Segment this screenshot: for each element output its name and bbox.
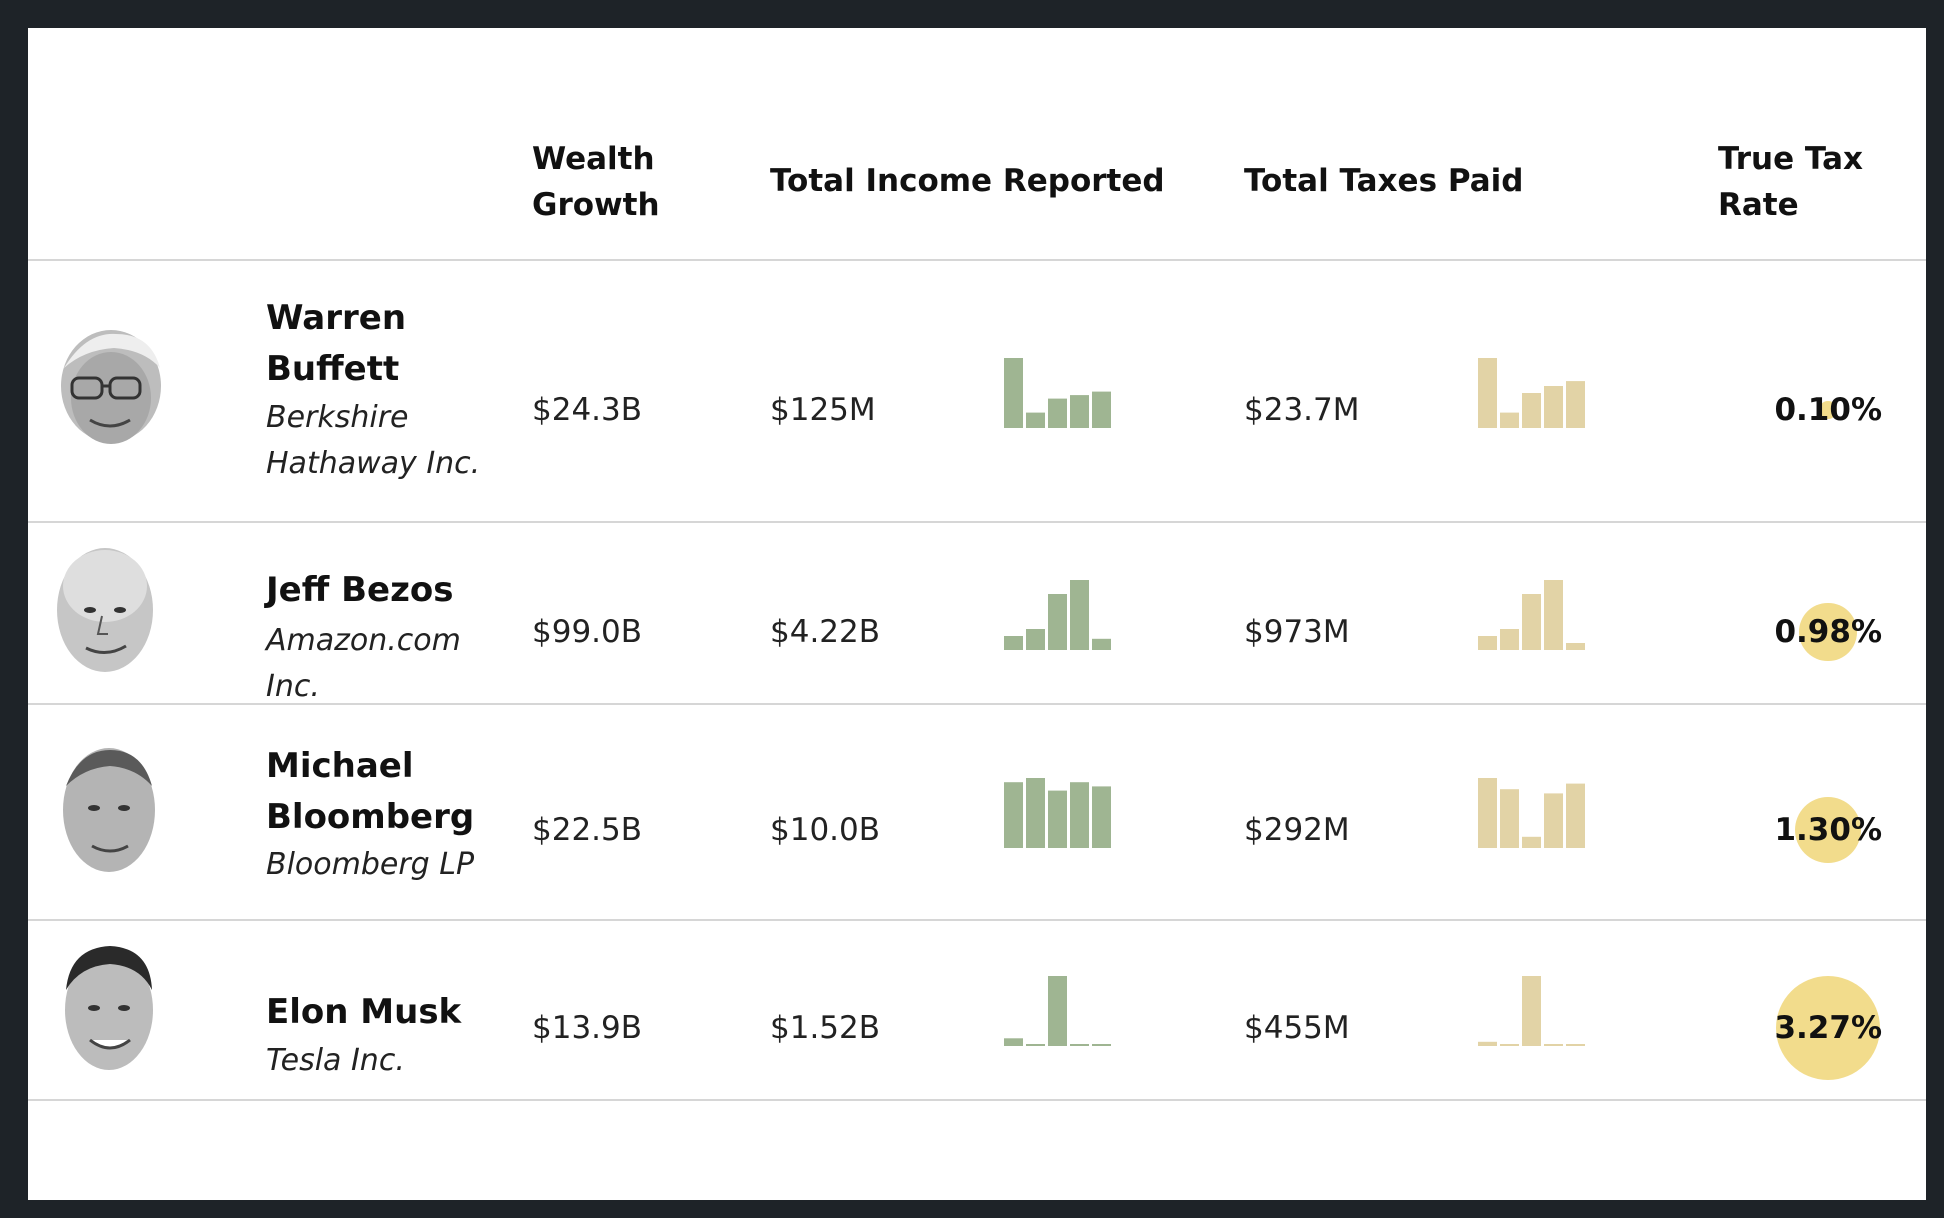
income-bar-5 [1092, 391, 1111, 428]
tax-bar-2 [1500, 412, 1519, 428]
total-taxes-value: $23.7M [1244, 392, 1360, 428]
company-tesla: Tesla Inc. [266, 1043, 405, 1078]
company-berkshire-hathaway: Berkshire Hathaway Inc. [266, 400, 481, 481]
taxes-sparkline [1478, 778, 1585, 848]
wealth-growth-value: $22.5B [532, 812, 643, 848]
income-bar-2 [1026, 1044, 1045, 1046]
income-bar-1 [1004, 782, 1023, 848]
income-bar-3 [1048, 594, 1067, 650]
tax-bar-2 [1500, 629, 1519, 650]
tax-bar-2 [1500, 789, 1519, 848]
income-bar-5 [1092, 638, 1111, 650]
tax-bar-2 [1500, 1044, 1519, 1046]
income-bar-4 [1070, 1044, 1089, 1046]
total-taxes-value: $455M [1244, 1010, 1350, 1046]
income-sparkline [1004, 358, 1111, 428]
income-bar-2 [1026, 778, 1045, 848]
tax-bar-3 [1522, 393, 1541, 428]
header-total-taxes: Total Taxes Paid [1244, 163, 1524, 199]
tax-rate-bubble [1799, 603, 1857, 661]
total-income-value: $1.52B [770, 1010, 881, 1046]
row-divider-4 [28, 1099, 1926, 1101]
taxes-sparkline [1478, 358, 1585, 428]
row-divider-2 [28, 703, 1926, 705]
avatar-jeff-bezos [57, 548, 153, 672]
wealth-growth-value: $24.3B [532, 392, 643, 428]
tax-bar-4 [1544, 386, 1563, 428]
tax-bar-5 [1566, 1044, 1585, 1046]
income-bar-2 [1026, 629, 1045, 650]
tax-bar-5 [1566, 643, 1585, 650]
person-name-michael-bloomberg: Michael Bloomberg [266, 746, 475, 837]
row-divider-3 [28, 919, 1926, 921]
tax-bar-1 [1478, 778, 1497, 848]
tax-bar-3 [1522, 594, 1541, 650]
person-name-warren-buffett: Warren Buffett [266, 298, 407, 389]
income-bar-4 [1070, 782, 1089, 848]
true-tax-rate-value: 3.27% [1774, 1010, 1882, 1046]
true-tax-rate-cell: 3.27% [1622, 968, 1882, 1088]
true-tax-rate-value: 0.10% [1774, 392, 1882, 428]
avatar-warren-buffett [61, 330, 161, 444]
avatar-elon-musk [65, 946, 153, 1070]
tax-bar-4 [1544, 1044, 1563, 1046]
income-bar-5 [1092, 786, 1111, 848]
header-true-tax-rate: True Tax Rate [1718, 141, 1863, 223]
tax-rate-bubble [1794, 796, 1862, 864]
income-bar-3 [1048, 398, 1067, 428]
true-tax-rate-cell: 0.10% [1622, 350, 1882, 470]
income-bar-5 [1092, 1044, 1111, 1046]
row-divider-1 [28, 521, 1926, 523]
avatar-michael-bloomberg [63, 748, 155, 872]
income-sparkline [1004, 778, 1111, 848]
income-sparkline [1004, 976, 1111, 1046]
wealth-growth-value: $99.0B [532, 614, 643, 650]
tax-table-panel: Wealth Growth Total Income Reported Tota… [28, 28, 1926, 1200]
tax-bar-4 [1544, 580, 1563, 650]
tax-bar-3 [1522, 976, 1541, 1046]
total-income-value: $4.22B [770, 614, 881, 650]
total-income-value: $125M [770, 392, 876, 428]
true-tax-rate-value: 0.98% [1774, 614, 1882, 650]
taxes-sparkline [1478, 976, 1585, 1046]
income-bar-3 [1048, 790, 1067, 848]
tax-bar-1 [1478, 358, 1497, 428]
tax-bar-5 [1566, 381, 1585, 428]
true-tax-rate-cell: 0.98% [1622, 572, 1882, 692]
tax-rate-bubble [1775, 975, 1881, 1081]
income-bar-4 [1070, 395, 1089, 428]
person-name-jeff-bezos: Jeff Bezos [266, 570, 454, 610]
true-tax-rate-value: 1.30% [1774, 812, 1882, 848]
true-tax-rate-cell: 1.30% [1622, 770, 1882, 890]
total-taxes-value: $292M [1244, 812, 1350, 848]
tax-bar-4 [1544, 793, 1563, 848]
person-name-elon-musk: Elon Musk [266, 992, 462, 1032]
header-total-income: Total Income Reported [770, 163, 1165, 199]
tax-bar-1 [1478, 636, 1497, 650]
wealth-growth-value: $13.9B [532, 1010, 643, 1046]
income-bar-2 [1026, 412, 1045, 428]
income-bar-1 [1004, 1038, 1023, 1046]
header-wealth-growth: Wealth Growth [532, 141, 660, 223]
income-sparkline [1004, 580, 1111, 650]
income-bar-3 [1048, 976, 1067, 1046]
total-taxes-value: $973M [1244, 614, 1350, 650]
tax-bar-1 [1478, 1041, 1497, 1046]
income-bar-1 [1004, 636, 1023, 650]
tax-bar-3 [1522, 836, 1541, 848]
income-bar-4 [1070, 580, 1089, 650]
header-divider [28, 259, 1926, 261]
tax-rate-bubble [1818, 400, 1838, 420]
tax-bar-5 [1566, 783, 1585, 848]
company-bloomberg-lp: Bloomberg LP [266, 847, 475, 882]
total-income-value: $10.0B [770, 812, 881, 848]
taxes-sparkline [1478, 580, 1585, 650]
income-bar-1 [1004, 358, 1023, 428]
company-amazon: Amazon.com Inc. [266, 623, 461, 704]
